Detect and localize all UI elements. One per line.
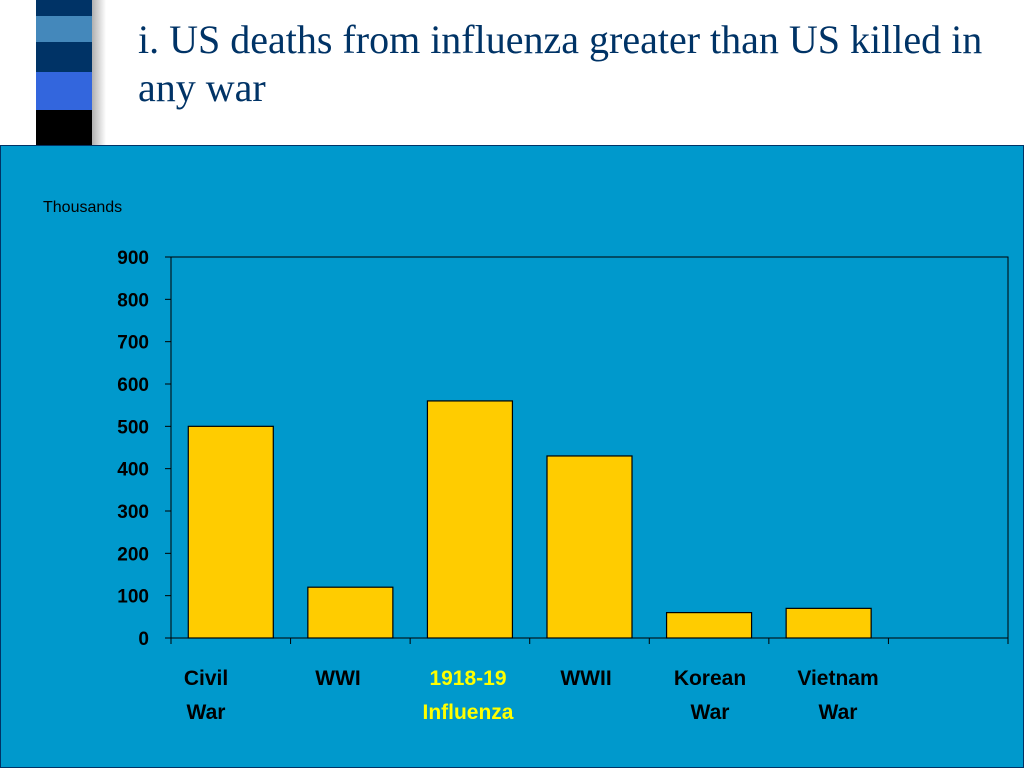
bar xyxy=(785,607,872,639)
decorative-shadow xyxy=(92,0,106,146)
y-tick-label: 900 xyxy=(117,248,149,269)
y-tick-label: 0 xyxy=(138,629,149,650)
bar xyxy=(187,425,274,639)
bar xyxy=(307,586,394,639)
x-category-label: WWII xyxy=(560,667,612,690)
slide-title: i. US deaths from influenza greater than… xyxy=(138,17,983,110)
y-tick-label: 700 xyxy=(117,333,149,354)
decorative-stripe xyxy=(36,42,92,72)
x-category-label: Korean War xyxy=(673,667,747,724)
y-tick-label: 800 xyxy=(117,290,149,311)
decorative-bar xyxy=(0,0,110,146)
y-tick-label: 400 xyxy=(117,460,149,481)
decorative-stripe xyxy=(36,110,92,146)
decorative-stripe xyxy=(36,16,92,42)
y-axis-label: Thousands xyxy=(43,199,122,216)
bar xyxy=(426,400,514,639)
y-tick-label: 300 xyxy=(117,502,149,523)
y-tick-label: 600 xyxy=(117,375,149,396)
x-category-label: 1918-19 Influenza xyxy=(422,667,514,724)
bar xyxy=(546,455,633,639)
y-tick-label: 100 xyxy=(117,587,149,608)
bar xyxy=(665,611,753,639)
x-category-label: Vietnam War xyxy=(797,667,879,724)
decorative-stripe xyxy=(36,0,92,16)
y-tick-label: 200 xyxy=(117,544,149,565)
y-tick-label: 500 xyxy=(117,417,149,438)
x-category-label: WWI xyxy=(315,667,361,690)
decorative-stripe xyxy=(36,72,92,110)
x-category-label: Civil War xyxy=(183,667,229,724)
